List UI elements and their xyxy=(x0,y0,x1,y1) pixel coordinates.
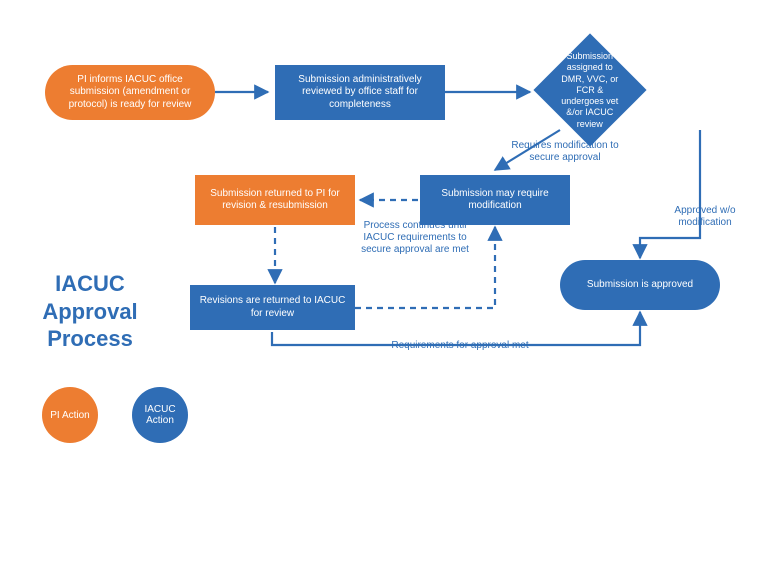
label-requires-mod: Requires modification to secure approval xyxy=(500,140,630,164)
legend-pi-action: PI Action xyxy=(42,387,98,443)
node-revisions-returned: Revisions are returned to IACUC for revi… xyxy=(190,285,355,330)
node-pi-informs: PI informs IACUC office submission (amen… xyxy=(45,65,215,120)
label-process-continues: Process continues until IACUC requiremen… xyxy=(360,220,470,256)
legend-iacuc-action: IACUC Action xyxy=(132,387,188,443)
node-admin-review: Submission administratively reviewed by … xyxy=(275,65,445,120)
diagram-title: IACUC Approval Process xyxy=(30,270,150,353)
label-approved-wo-mod: Approved w/o modification xyxy=(660,205,750,229)
node-returned-to-pi: Submission returned to PI for revision &… xyxy=(195,175,355,225)
edge-a7 xyxy=(640,130,700,258)
label-requirements-met: Requirements for approval met xyxy=(370,340,550,352)
node-approved: Submission is approved xyxy=(560,260,720,310)
node-may-require-mod: Submission may require modification xyxy=(420,175,570,225)
node-assign-review: Submission assigned to DMR, VVC, or FCR … xyxy=(533,33,646,146)
